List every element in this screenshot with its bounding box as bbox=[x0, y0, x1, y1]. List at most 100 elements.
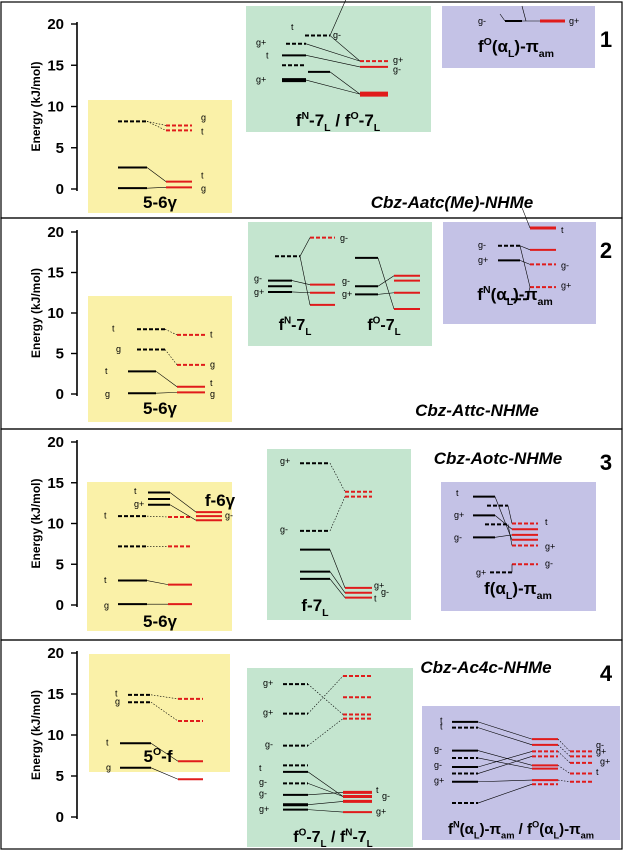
label-part: N bbox=[453, 820, 460, 830]
label-part: f bbox=[477, 285, 483, 304]
label-part: am bbox=[581, 831, 594, 841]
connector-line bbox=[146, 187, 167, 189]
y-tick-label: 0 bbox=[56, 386, 64, 403]
label-part: / f bbox=[331, 111, 351, 130]
connector-line bbox=[329, 0, 346, 36]
label-part: )-π bbox=[559, 821, 581, 838]
state-tag: g- bbox=[393, 65, 401, 75]
connector-line bbox=[377, 292, 395, 295]
state-tag: g+ bbox=[596, 747, 606, 757]
connector-line-dotted bbox=[329, 496, 346, 531]
label-part: (α bbox=[460, 821, 475, 838]
connector-line bbox=[291, 280, 311, 285]
state-tag: t bbox=[266, 51, 269, 61]
label-part: L bbox=[508, 48, 515, 60]
state-tag: t bbox=[456, 488, 459, 498]
state-tag: g+ bbox=[434, 775, 444, 785]
connector-line bbox=[477, 783, 533, 804]
state-tag: g- bbox=[259, 777, 267, 787]
label-part: O bbox=[532, 820, 539, 830]
state-tag: g- bbox=[478, 240, 486, 250]
connector-line bbox=[477, 721, 533, 740]
connector-line bbox=[519, 245, 531, 288]
y-tick-label: 10 bbox=[47, 727, 64, 744]
purple-box bbox=[442, 6, 595, 68]
y-tick-label: 0 bbox=[56, 181, 64, 198]
state-tag: g- bbox=[333, 30, 341, 40]
state-tag: g- bbox=[265, 739, 273, 749]
green-box-label: fO-7L bbox=[367, 315, 400, 338]
state-tag: g bbox=[106, 762, 111, 772]
connector-line bbox=[477, 750, 533, 766]
state-tag: g+ bbox=[263, 678, 273, 688]
connector-line bbox=[146, 580, 169, 585]
label-part: f(α bbox=[484, 579, 506, 598]
connector-line-dotted bbox=[164, 349, 178, 366]
connector-line bbox=[477, 779, 533, 783]
y-tick-label: 10 bbox=[47, 305, 64, 322]
green-box-label: fN-7L / fO-7L bbox=[296, 110, 381, 134]
label-part: O bbox=[373, 315, 381, 326]
label-part: L bbox=[367, 839, 373, 850]
state-tag: g- bbox=[254, 273, 262, 283]
y-tick-label: 20 bbox=[47, 16, 64, 33]
state-tag: t bbox=[112, 324, 115, 334]
state-tag: t bbox=[201, 170, 204, 180]
state-tag: g+ bbox=[569, 16, 579, 26]
state-tag: g- bbox=[340, 233, 348, 243]
label-part: -f bbox=[161, 747, 173, 766]
state-tag: g bbox=[201, 183, 206, 193]
label-part: N bbox=[301, 110, 309, 122]
label-part: )-π bbox=[512, 579, 536, 598]
connector-line-dotted bbox=[146, 121, 167, 126]
label-part: N bbox=[483, 284, 491, 296]
state-tag: t bbox=[201, 127, 204, 137]
y-tick-label: 10 bbox=[47, 516, 64, 533]
y-tick-label: 5 bbox=[56, 346, 64, 363]
state-tag: g bbox=[116, 344, 121, 354]
label-part: O bbox=[153, 746, 161, 758]
y-tick-label: 5 bbox=[56, 140, 64, 157]
label-part: f bbox=[296, 111, 302, 130]
label-part: f bbox=[448, 821, 454, 838]
state-tag: g+ bbox=[600, 757, 610, 767]
connector-line bbox=[521, 5, 527, 22]
yellow-box bbox=[88, 100, 232, 213]
green-box bbox=[248, 222, 432, 346]
yellow-box-label: 5-6γ bbox=[143, 612, 178, 631]
connector-line bbox=[329, 549, 346, 588]
state-tag: g+ bbox=[561, 281, 571, 291]
state-tag: t bbox=[561, 225, 564, 235]
panel-number: 1 bbox=[600, 27, 612, 52]
label-part: -7 bbox=[352, 829, 366, 846]
label-part: f bbox=[293, 829, 299, 846]
label-part: L bbox=[305, 327, 311, 338]
state-tag: g+ bbox=[254, 287, 264, 297]
state-tag: g+ bbox=[545, 542, 555, 552]
purple-box bbox=[443, 222, 596, 324]
connector-line bbox=[377, 257, 395, 310]
connector-line-dotted bbox=[307, 675, 344, 714]
connector-line bbox=[155, 392, 178, 394]
label-part: O bbox=[350, 110, 358, 122]
label-part: -7 bbox=[306, 829, 320, 846]
state-tag: g+ bbox=[259, 804, 269, 814]
purple-box-label: fN(αL)-πam bbox=[477, 284, 552, 308]
label-part: )-π bbox=[514, 37, 538, 56]
label-part: -7 bbox=[291, 317, 305, 334]
yellow-box bbox=[89, 654, 230, 772]
connector-line bbox=[494, 534, 513, 538]
connector-line bbox=[329, 35, 361, 62]
connector-line bbox=[477, 727, 533, 746]
connector-line-dotted bbox=[557, 765, 571, 774]
compound-name: Cbz-Ac4c-NHMe bbox=[420, 658, 551, 677]
state-tag: g+ bbox=[374, 581, 384, 591]
label-part: L bbox=[506, 590, 513, 602]
state-tag: g+ bbox=[342, 289, 352, 299]
connector-line bbox=[150, 742, 179, 762]
state-tag: g- bbox=[381, 587, 389, 597]
yellow-box-label-2: f-6γ bbox=[205, 491, 236, 510]
state-tag: t bbox=[106, 738, 109, 748]
connector-line bbox=[299, 237, 311, 257]
